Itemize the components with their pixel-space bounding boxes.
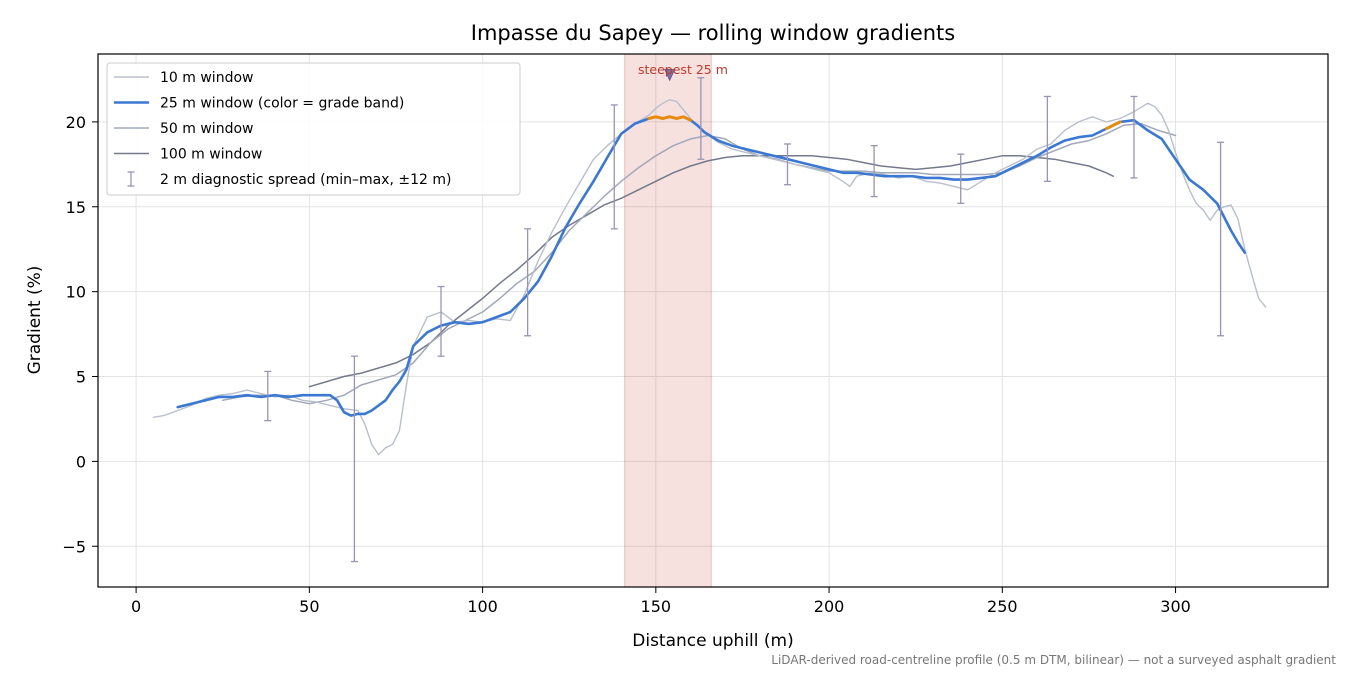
error-bar-11 (1217, 141, 1225, 337)
y-tick-label-2: 5 (76, 368, 86, 387)
grade-band-segment-0 (647, 115, 692, 122)
legend-label-2: 50 m window (160, 121, 253, 137)
steepest-band (624, 53, 712, 588)
x-axis-label: Distance uphill (m) (632, 631, 793, 651)
x-tick-label-4: 200 (814, 597, 845, 616)
plot-frame (97, 53, 1329, 588)
error-bar-3 (524, 228, 532, 337)
x-tick-label-5: 250 (987, 597, 1018, 616)
error-bar-1 (350, 355, 358, 563)
y-tick-label-5: 20 (66, 113, 86, 132)
x-tick-label-3: 150 (641, 597, 672, 616)
legend-label-3: 100 m window (160, 147, 262, 163)
legend: 10 m window 25 m window (color = grade ba… (106, 62, 521, 196)
x-tick-label-6: 300 (1160, 597, 1191, 616)
error-bar-2 (437, 285, 445, 357)
x-tick-label-2: 100 (467, 597, 498, 616)
legend-label-0: 10 m window (160, 70, 253, 86)
error-bar-7 (870, 145, 878, 198)
annotations: steepest 25 m (638, 62, 728, 82)
steepest-label: steepest 25 m (638, 62, 728, 77)
legend-label-1: 25 m window (color = grade band) (160, 96, 404, 112)
error-bar-10 (1130, 95, 1138, 179)
error-bar-5 (697, 77, 705, 160)
steepest-marker (664, 68, 676, 82)
series-lines (152, 99, 1267, 456)
error-bar-4 (610, 104, 618, 230)
y-tick-label-4: 15 (66, 198, 86, 217)
y-tick-label-1: 0 (76, 452, 86, 471)
x-tick-label-0: 0 (131, 597, 141, 616)
diagnostic-error-bars (264, 77, 1225, 563)
footnote: LiDAR-derived road-centreline profile (0… (771, 653, 1336, 667)
y-tick-label-0: −5 (62, 537, 86, 556)
series-line-3 (308, 155, 1114, 388)
chart-title: Impasse du Sapey — rolling window gradie… (471, 21, 955, 45)
series-line-0 (152, 99, 1267, 456)
legend-label-errorbars: 2 m diagnostic spread (min–max, ±12 m) (160, 172, 451, 188)
error-bar-0 (264, 370, 272, 422)
error-bar-6 (783, 143, 791, 186)
legend-box (106, 62, 521, 196)
grade-band-segment-1 (1104, 120, 1122, 131)
steepest-highlight (624, 53, 712, 588)
x-tick-label-1: 50 (299, 597, 319, 616)
axis-ticks: 0 50 100 150 200 250 300 −5 0 5 10 15 20 (62, 113, 1190, 616)
y-tick-label-3: 10 (66, 283, 86, 302)
y-axis-label: Gradient (%) (25, 266, 45, 375)
error-bar-8 (957, 153, 965, 205)
error-bar-9 (1043, 95, 1051, 182)
